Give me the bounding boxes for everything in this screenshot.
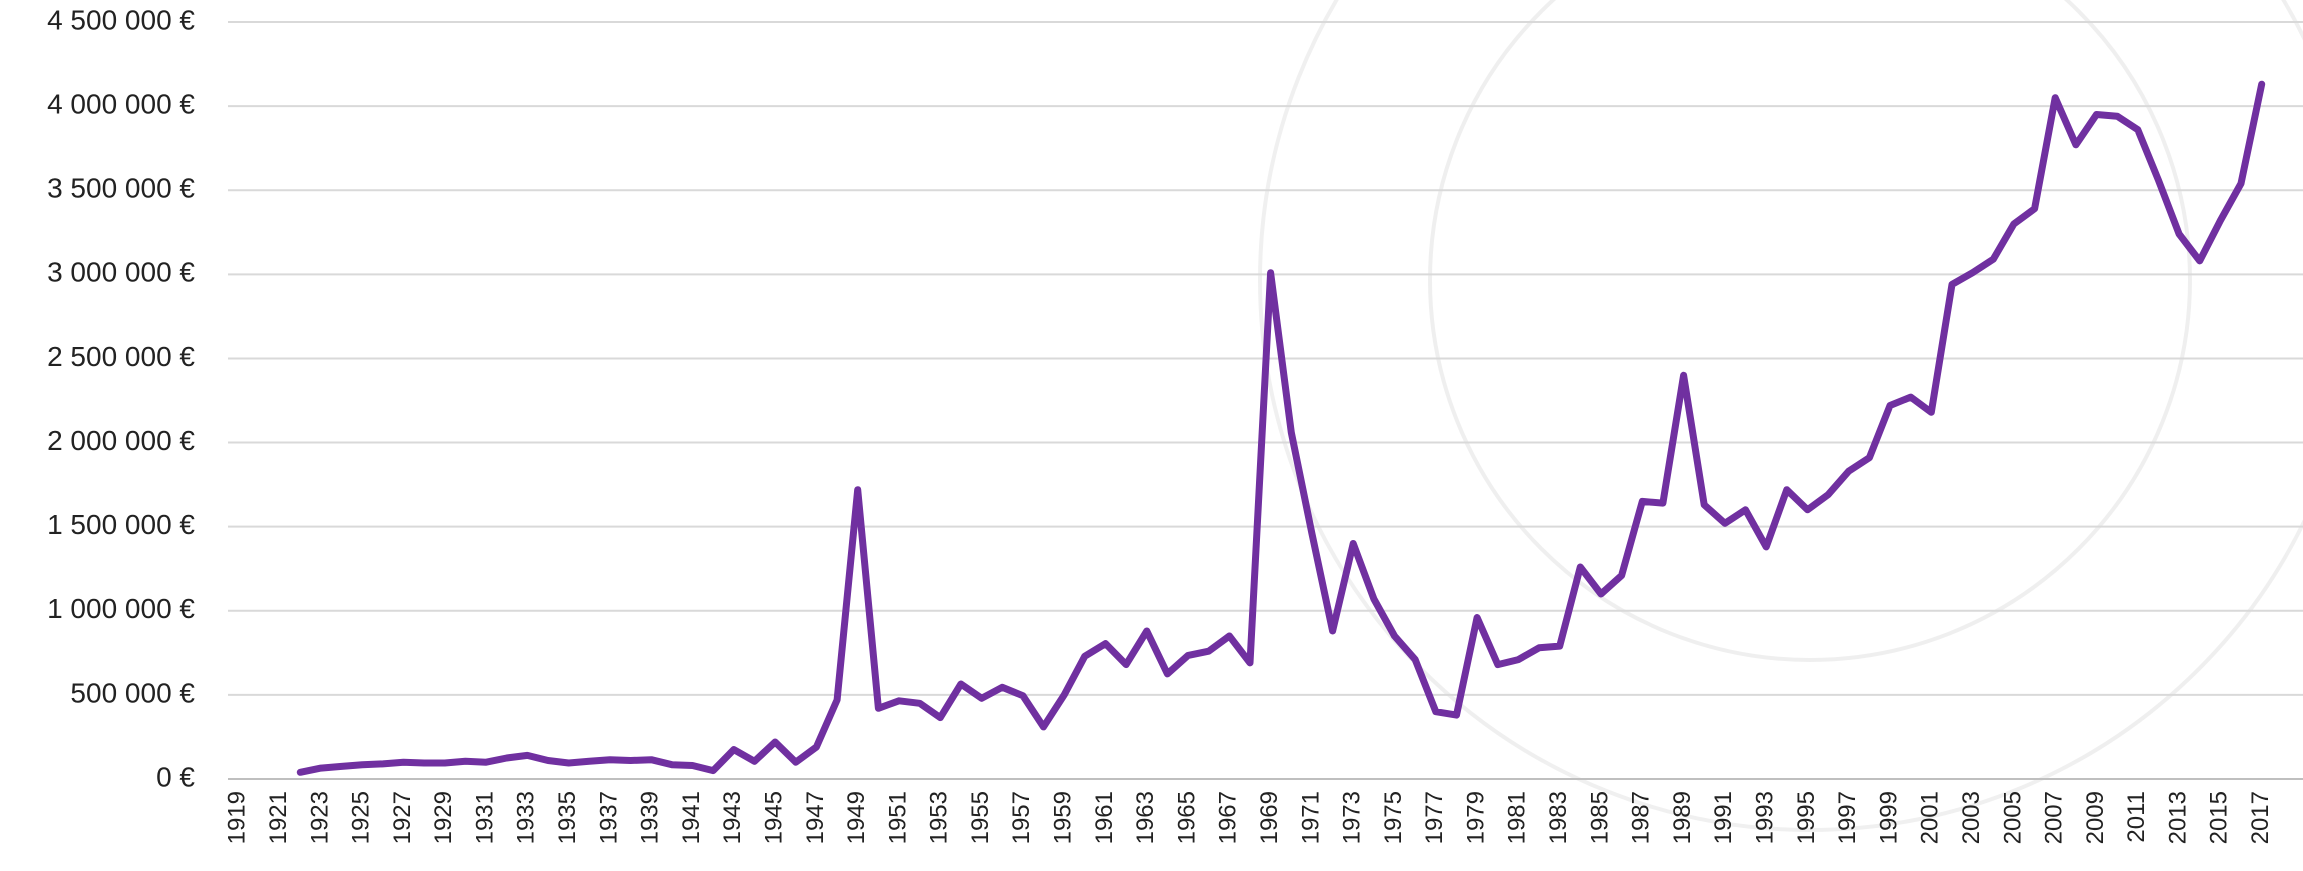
x-tick-label: 1959 <box>1050 791 1077 844</box>
x-tick-label: 2013 <box>2164 791 2191 844</box>
x-tick-label: 1991 <box>1710 791 1737 844</box>
x-tick-label: 1981 <box>1504 791 1531 844</box>
x-tick-label: 2005 <box>1999 791 2026 844</box>
x-tick-label: 1965 <box>1173 791 1200 844</box>
x-tick-label: 1933 <box>513 791 540 844</box>
x-tick-label: 1975 <box>1380 791 1407 844</box>
chart: 0 € 500 000 € 1 000 000 € 1 500 000 € 2 000 … <box>0 0 2303 866</box>
x-tick-label: 1945 <box>760 791 787 844</box>
x-tick-label: 1997 <box>1834 791 1861 844</box>
x-tick-label: 1985 <box>1586 791 1613 844</box>
y-tick-label: 1 500 000 € <box>47 509 195 540</box>
x-tick-label: 1961 <box>1091 791 1118 844</box>
y-tick-label: 3 500 000 € <box>47 173 195 204</box>
x-tick-label: 1967 <box>1215 791 1242 844</box>
x-tick-label: 2001 <box>1917 791 1944 844</box>
x-tick-label: 1937 <box>595 791 622 844</box>
page: {"chart_data": {"type": "line", "color":… <box>0 0 2303 871</box>
x-tick-label: 2007 <box>2041 791 2068 844</box>
x-tick-label: 1973 <box>1339 791 1366 844</box>
x-tick-label: 1955 <box>967 791 994 844</box>
x-tick-label: 1943 <box>719 791 746 844</box>
y-tick-label: 4 000 000 € <box>47 89 195 120</box>
x-tick-label: 1963 <box>1132 791 1159 844</box>
x-tick-label: 1923 <box>306 791 333 844</box>
y-tick-label: 500 000 € <box>70 677 195 708</box>
y-tick-label: 2 000 000 € <box>47 425 195 456</box>
x-tick-label: 1941 <box>678 791 705 844</box>
x-tick-label: 1957 <box>1008 791 1035 844</box>
x-tick-label: 1927 <box>389 791 416 844</box>
x-tick-label: 1949 <box>843 791 870 844</box>
y-tick-label: 2 500 000 € <box>47 341 195 372</box>
y-tick-label: 1 000 000 € <box>47 593 195 624</box>
x-tick-label: 1935 <box>554 791 581 844</box>
x-tick-label: 1971 <box>1297 791 1324 844</box>
x-tick-label: 1947 <box>802 791 829 844</box>
x-tick-label: 1919 <box>224 791 251 844</box>
x-tick-label: 1977 <box>1421 791 1448 844</box>
x-tick-label: 1989 <box>1669 791 1696 844</box>
x-tick-label: 1995 <box>1793 791 1820 844</box>
y-tick-label: 4 500 000 € <box>47 4 195 35</box>
watermark-seal <box>1260 0 2303 830</box>
x-tick-label: 2003 <box>1958 791 1985 844</box>
y-tick-label: 3 000 000 € <box>47 257 195 288</box>
x-tick-label: 1979 <box>1462 791 1489 844</box>
x-tick-label: 1931 <box>471 791 498 844</box>
x-tick-label: 1921 <box>265 791 292 844</box>
x-tick-label: 1999 <box>1875 791 1902 844</box>
x-tick-label: 1987 <box>1628 791 1655 844</box>
x-tick-label: 1939 <box>637 791 664 844</box>
x-tick-label: 1925 <box>348 791 375 844</box>
x-tick-label: 2009 <box>2082 791 2109 844</box>
x-tick-label: 1953 <box>926 791 953 844</box>
x-tick-label: 2017 <box>2247 791 2274 844</box>
x-tick-label: 1951 <box>884 791 911 844</box>
x-tick-label: 1969 <box>1256 791 1283 844</box>
x-tick-label: 1983 <box>1545 791 1572 844</box>
x-tick-label: 2011 <box>2123 791 2150 843</box>
x-tick-label: 1929 <box>430 791 457 844</box>
x-tick-label: 2015 <box>2206 791 2233 844</box>
x-tick-label: 1993 <box>1752 791 1779 844</box>
y-tick-label: 0 € <box>156 761 195 792</box>
